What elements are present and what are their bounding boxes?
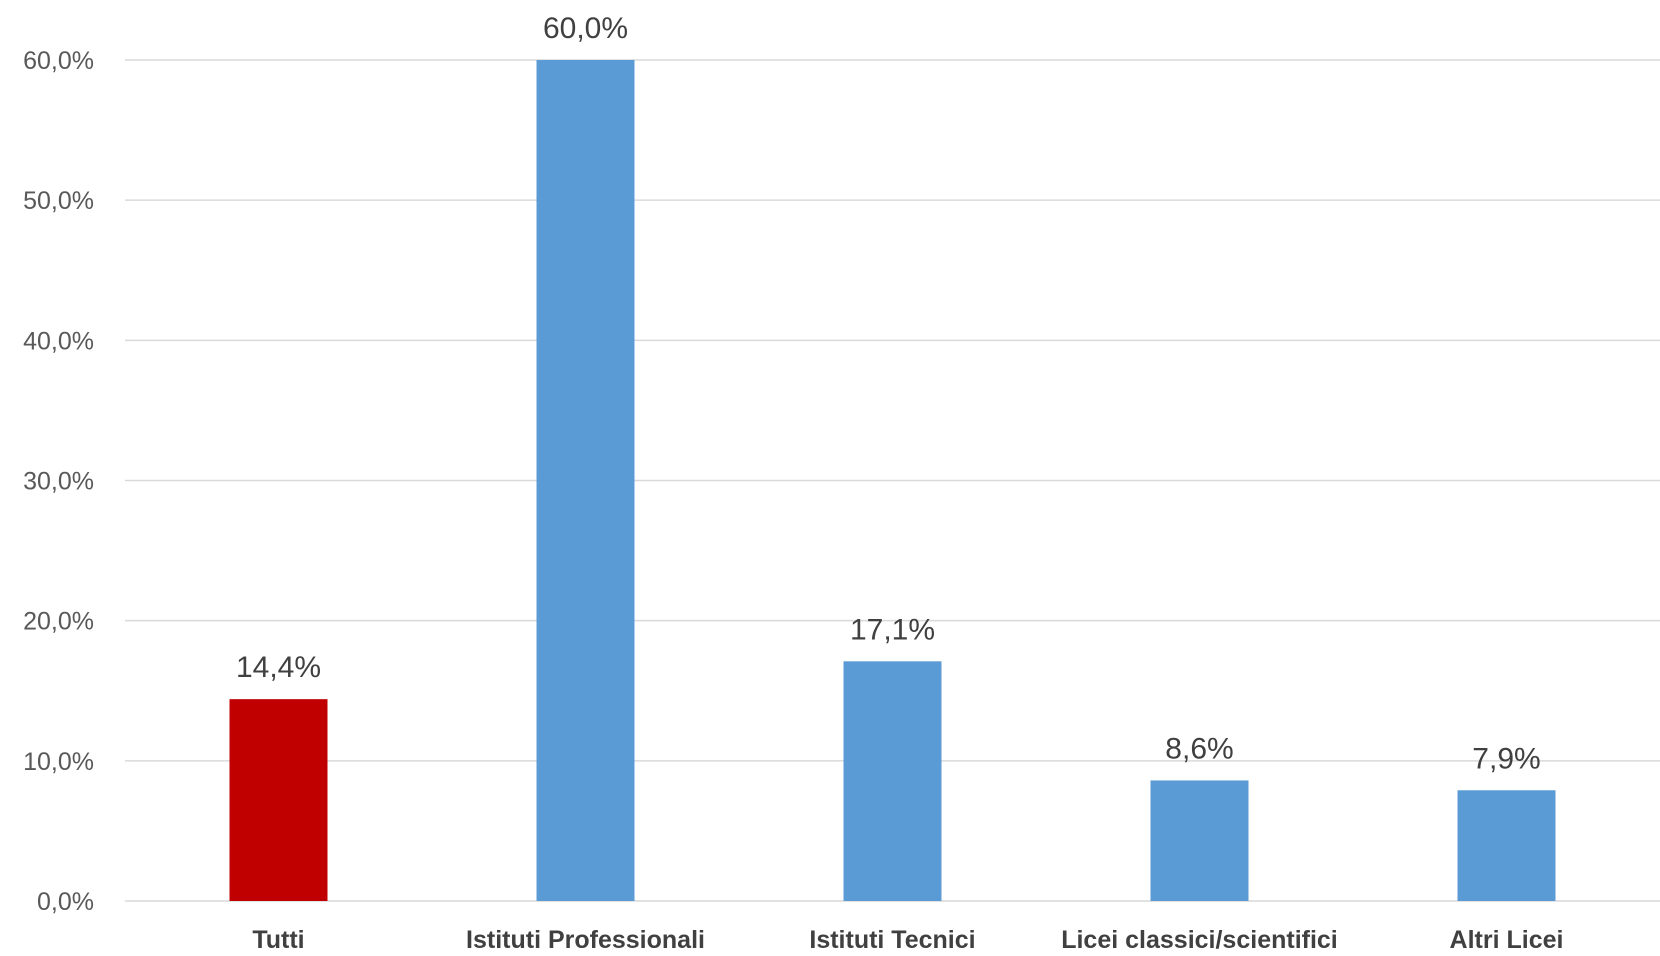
- y-axis-tick-labels: 0,0% 10,0% 20,0% 30,0% 40,0% 50,0% 60,0%: [23, 47, 94, 916]
- category-label: Tutti: [252, 926, 304, 954]
- y-tick-label: 30,0%: [23, 468, 94, 496]
- bar-4: [1457, 790, 1556, 901]
- bar-3: [1150, 780, 1249, 901]
- data-label: 8,6%: [1165, 732, 1233, 765]
- bar-0: [229, 699, 328, 901]
- data-label: 17,1%: [850, 613, 935, 646]
- gridlines: [125, 59, 1660, 902]
- bar-1: [536, 60, 635, 901]
- data-label: 14,4%: [236, 651, 321, 684]
- y-tick-label: 40,0%: [23, 327, 94, 355]
- y-tick-label: 50,0%: [23, 187, 94, 215]
- y-tick-label: 20,0%: [23, 608, 94, 636]
- bars: [229, 60, 1556, 901]
- y-tick-label: 0,0%: [37, 888, 94, 916]
- y-tick-label: 60,0%: [23, 47, 94, 75]
- data-label: 60,0%: [543, 12, 628, 45]
- bar-2: [843, 661, 942, 901]
- y-tick-label: 10,0%: [23, 748, 94, 776]
- data-labels: 14,4% 60,0% 17,1% 8,6% 7,9%: [236, 12, 1541, 775]
- category-label: Istituti Tecnici: [809, 926, 975, 954]
- category-label: Licei classici/scientifici: [1061, 926, 1338, 954]
- data-label: 7,9%: [1472, 742, 1540, 775]
- category-label: Istituti Professionali: [466, 926, 705, 954]
- x-axis-category-labels: Tutti Istituti Professionali Istituti Tecn…: [252, 926, 1563, 954]
- category-label: Altri Licei: [1450, 926, 1564, 954]
